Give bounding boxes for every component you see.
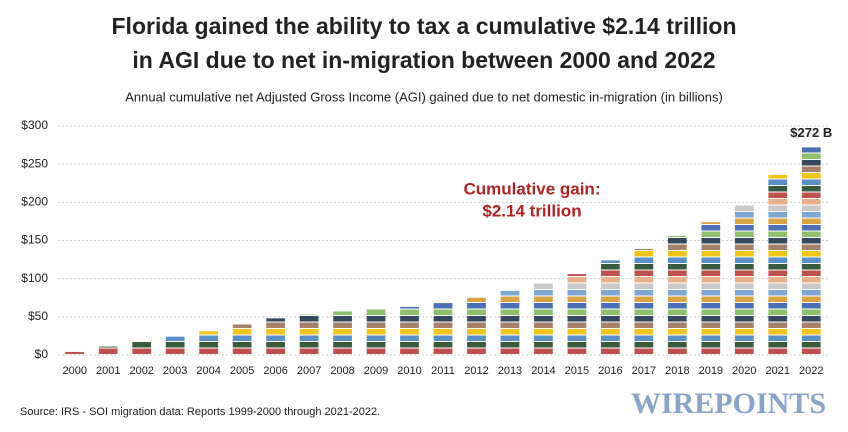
bar <box>98 346 118 355</box>
x-tick-label: 2017 <box>632 365 656 377</box>
bar <box>500 290 520 355</box>
y-tick-label: $200 <box>21 195 48 209</box>
x-tick-label: 2011 <box>431 365 455 377</box>
bar <box>667 235 687 355</box>
bar <box>199 331 219 355</box>
bar <box>534 283 553 355</box>
bar <box>567 274 587 355</box>
bar <box>433 303 453 355</box>
source: Source: IRS - SOI migration data: Report… <box>20 406 380 418</box>
annotation: $2.14 trillion <box>482 201 581 220</box>
x-tick-label: 2019 <box>699 365 723 377</box>
bar <box>400 306 419 355</box>
x-tick-label: 2000 <box>62 365 86 377</box>
bar <box>266 318 285 355</box>
bar <box>366 309 386 355</box>
y-tick-label: $100 <box>21 271 48 285</box>
value-label: $272 B <box>790 125 832 140</box>
x-tick-label: 2002 <box>129 365 153 377</box>
x-tick-label: 2004 <box>196 365 220 377</box>
x-tick-label: 2018 <box>665 365 689 377</box>
chart-title: Florida gained the ability to tax a cumu… <box>112 13 737 39</box>
y-tick-label: $50 <box>28 309 48 323</box>
x-tick-label: 2022 <box>799 365 823 377</box>
y-tick-label: $150 <box>21 233 48 247</box>
bar <box>333 311 352 355</box>
x-tick-label: 2009 <box>364 365 388 377</box>
x-tick-label: 2010 <box>397 365 421 377</box>
bar <box>299 314 319 355</box>
x-tick-label: 2021 <box>766 365 790 377</box>
bar <box>232 324 252 355</box>
bar <box>801 147 821 355</box>
x-tick-label: 2015 <box>565 365 589 377</box>
bar <box>467 297 486 355</box>
x-tick-label: 2006 <box>263 365 287 377</box>
y-tick-label: $0 <box>35 347 49 361</box>
annotation: Cumulative gain: <box>464 179 601 198</box>
bar <box>165 336 185 355</box>
y-tick-label: $300 <box>21 118 48 132</box>
bar <box>768 174 788 355</box>
x-tick-label: 2003 <box>163 365 187 377</box>
x-tick-label: 2012 <box>464 365 488 377</box>
bar <box>65 351 85 355</box>
y-tick-label: $250 <box>21 156 48 170</box>
x-tick-label: 2014 <box>531 365 555 377</box>
bar <box>634 248 654 355</box>
watermark: WIREPOINTS <box>631 387 826 420</box>
bar <box>701 222 721 355</box>
bar <box>601 260 620 355</box>
bar <box>734 205 754 355</box>
x-tick-label: 2005 <box>230 365 254 377</box>
x-tick-label: 2020 <box>732 365 756 377</box>
x-tick-label: 2013 <box>498 365 522 377</box>
subtitle: Annual cumulative net Adjusted Gross Inc… <box>125 89 723 104</box>
chart-title: in AGI due to net in-migration between 2… <box>132 47 715 73</box>
x-tick-label: 2001 <box>96 365 120 377</box>
x-tick-label: 2008 <box>330 365 354 377</box>
x-tick-label: 2016 <box>598 365 622 377</box>
x-tick-label: 2007 <box>297 365 321 377</box>
bar <box>132 342 152 355</box>
